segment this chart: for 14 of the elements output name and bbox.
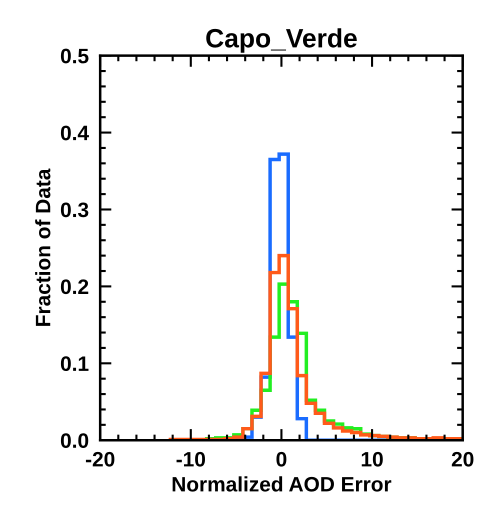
x-axis-title: Normalized AOD Error: [172, 476, 392, 492]
y-tick-label: 0.0: [60, 433, 88, 448]
chart-title: Capo_Verde: [206, 28, 357, 53]
y-tick-label: 0.3: [60, 202, 88, 218]
y-tick-label: 0.5: [60, 48, 88, 64]
x-tick-label: 10: [362, 452, 383, 467]
x-tick-label: -10: [176, 452, 206, 467]
x-tick-label: 20: [452, 452, 474, 467]
x-tick-label: -20: [86, 452, 114, 467]
y-tick-label: 0.4: [60, 126, 89, 140]
y-tick-label: 0.2: [60, 279, 88, 294]
x-tick-label: 0: [276, 452, 286, 467]
y-tick-label: 0.1: [60, 356, 88, 372]
y-axis-title: Fraction of Data: [35, 168, 50, 326]
